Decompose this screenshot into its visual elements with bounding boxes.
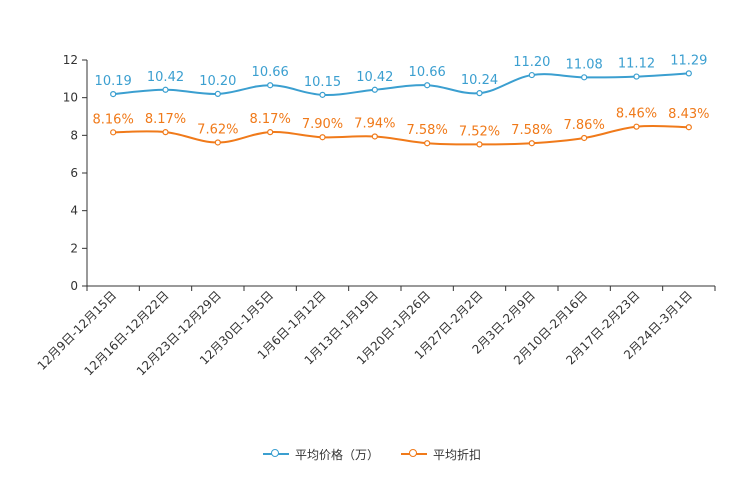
data-point bbox=[685, 70, 692, 77]
data-point bbox=[162, 129, 169, 136]
data-label: 11.29 bbox=[670, 53, 707, 68]
data-point bbox=[476, 141, 483, 148]
y-tick-label: 2 bbox=[70, 241, 78, 255]
legend-label-discount: 平均折扣 bbox=[433, 447, 482, 462]
data-point bbox=[371, 133, 378, 140]
data-label: 7.58% bbox=[407, 123, 448, 138]
data-label: 11.12 bbox=[618, 57, 655, 72]
data-label: 10.24 bbox=[461, 73, 498, 88]
y-tick-label: 4 bbox=[70, 204, 78, 218]
data-label: 10.20 bbox=[199, 74, 236, 89]
data-point bbox=[528, 140, 535, 147]
data-label: 8.17% bbox=[145, 112, 186, 127]
data-point bbox=[424, 82, 431, 89]
data-label: 7.86% bbox=[564, 118, 605, 133]
data-label: 8.43% bbox=[668, 107, 709, 122]
data-label: 7.90% bbox=[302, 117, 343, 132]
data-point bbox=[214, 139, 221, 146]
legend-swatch-price-icon bbox=[262, 448, 289, 460]
data-point bbox=[581, 134, 588, 142]
data-label: 11.08 bbox=[566, 57, 603, 72]
data-point bbox=[110, 90, 117, 98]
data-label: 8.16% bbox=[93, 112, 134, 127]
data-point bbox=[162, 86, 169, 93]
data-point bbox=[685, 124, 692, 131]
y-tick-label: 8 bbox=[70, 128, 78, 142]
data-point bbox=[319, 134, 326, 141]
legend-item-price[interactable]: 平均价格（万） bbox=[262, 446, 379, 463]
legend-label-price: 平均价格（万） bbox=[294, 447, 379, 462]
legend-item-discount[interactable]: 平均折扣 bbox=[401, 446, 481, 463]
series-line-0 bbox=[113, 72, 689, 96]
data-label: 10.19 bbox=[95, 74, 132, 89]
data-label: 10.15 bbox=[304, 75, 341, 90]
data-point bbox=[110, 129, 117, 136]
y-tick-label: 0 bbox=[70, 279, 78, 293]
data-label: 7.52% bbox=[459, 124, 500, 139]
data-point bbox=[633, 73, 640, 80]
data-point bbox=[424, 140, 431, 147]
data-point bbox=[581, 74, 588, 81]
data-label: 8.46% bbox=[616, 107, 657, 122]
data-point bbox=[633, 123, 640, 130]
data-label: 7.62% bbox=[197, 122, 238, 137]
data-point bbox=[476, 90, 483, 97]
data-point bbox=[528, 71, 535, 79]
data-point bbox=[267, 82, 274, 89]
data-label: 11.20 bbox=[513, 55, 550, 70]
series-line-1 bbox=[113, 124, 689, 146]
data-point bbox=[371, 86, 378, 93]
data-point bbox=[267, 129, 274, 136]
data-label: 10.66 bbox=[409, 65, 446, 80]
data-label: 7.58% bbox=[511, 123, 552, 138]
chart-legend: 平均价格（万） 平均折扣 bbox=[0, 444, 744, 464]
legend-swatch-discount-icon bbox=[401, 448, 427, 460]
data-label: 7.94% bbox=[354, 116, 395, 131]
data-label: 10.42 bbox=[147, 70, 184, 85]
data-point bbox=[214, 90, 221, 98]
data-label: 10.66 bbox=[252, 65, 289, 80]
y-tick-label: 12 bbox=[63, 53, 78, 67]
data-point bbox=[319, 91, 326, 98]
y-tick-label: 6 bbox=[70, 166, 78, 180]
data-label: 8.17% bbox=[250, 112, 291, 127]
y-tick-label: 10 bbox=[63, 91, 78, 105]
data-label: 10.42 bbox=[356, 70, 393, 85]
